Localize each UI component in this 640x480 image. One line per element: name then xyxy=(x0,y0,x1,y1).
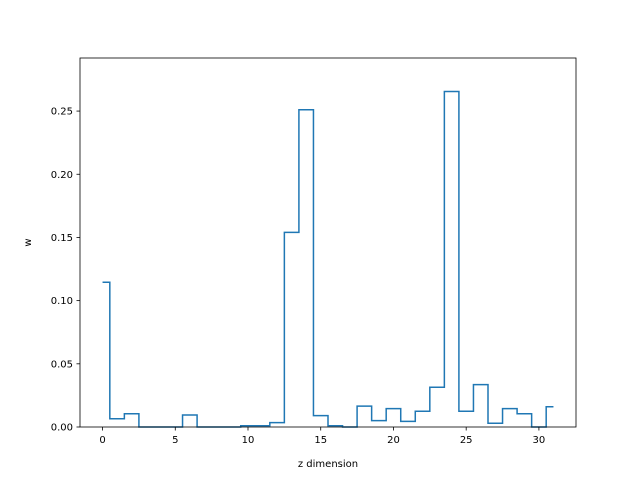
x-tick-label: 20 xyxy=(387,435,400,446)
x-axis-label: z dimension xyxy=(298,459,358,470)
x-tick-label: 5 xyxy=(172,435,178,446)
x-tick-label: 10 xyxy=(242,435,255,446)
y-tick-label: 0.10 xyxy=(51,296,73,307)
x-tick-label: 0 xyxy=(99,435,105,446)
y-axis-label: w xyxy=(23,238,34,246)
axis-ticks: 0 5 10 15 20 25 30 0.00 0.05 0.10 0.15 0.20 0.25 xyxy=(51,107,546,446)
x-tick-label: 25 xyxy=(460,435,473,446)
y-tick-label: 0.00 xyxy=(51,423,73,434)
x-tick-label: 15 xyxy=(314,435,327,446)
plot-frame xyxy=(79,57,577,428)
y-tick-label: 0.25 xyxy=(51,107,73,118)
y-tick-label: 0.20 xyxy=(51,170,73,181)
x-tick-label: 30 xyxy=(533,435,546,446)
y-tick-label: 0.05 xyxy=(51,359,73,370)
y-tick-label: 0.15 xyxy=(51,233,73,244)
